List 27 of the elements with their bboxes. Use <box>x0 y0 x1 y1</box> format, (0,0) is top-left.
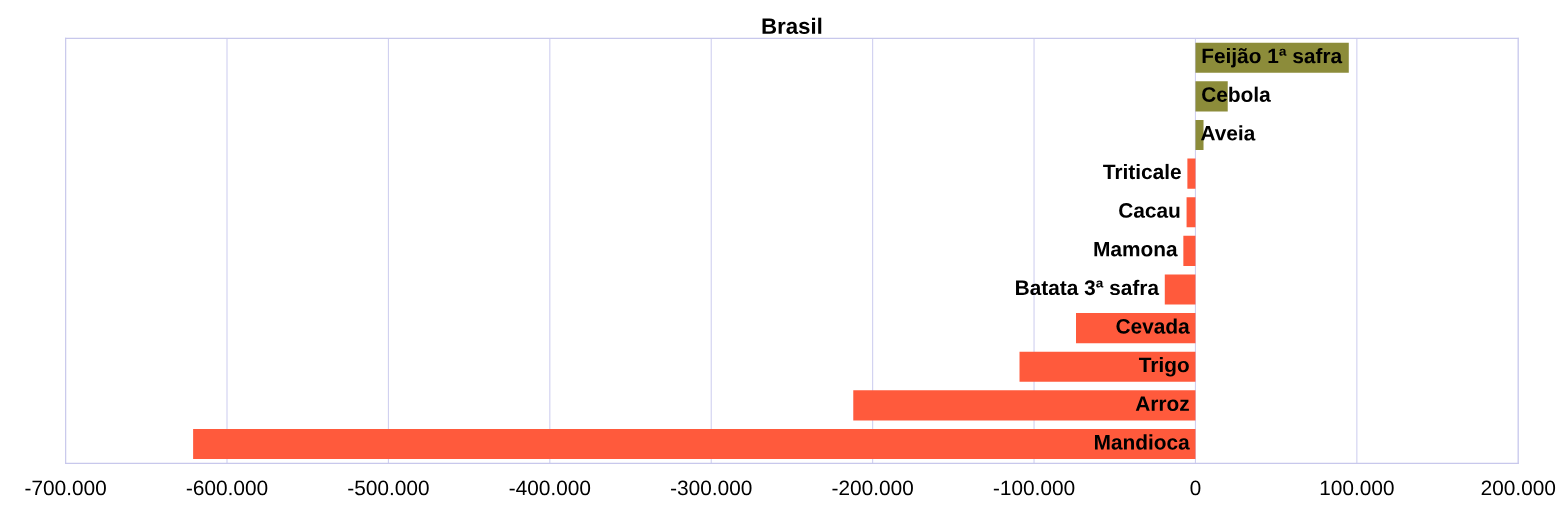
y-tick-label: Trigo <box>1138 357 1189 377</box>
y-tick-label: Mamona <box>1094 241 1178 257</box>
x-tick-label: -700.000 <box>25 480 106 496</box>
chart-title: Brasil <box>762 17 822 35</box>
y-tick-label: Mandioca <box>1094 434 1190 450</box>
x-tick-label: -100.000 <box>993 480 1075 496</box>
y-tick-label: Arroz <box>1135 396 1189 411</box>
y-tick-label: Batata 3ª safra <box>1016 279 1160 296</box>
x-tick-label: 200.000 <box>1481 480 1556 496</box>
y-tick-label: Cevada <box>1116 318 1190 334</box>
bar <box>1187 158 1196 189</box>
x-tick-label: -500.000 <box>348 480 429 496</box>
x-tick-label: -300.000 <box>671 480 752 496</box>
bar <box>1183 235 1196 266</box>
x-tick-label: 0 <box>1190 480 1201 496</box>
bar <box>853 390 1196 421</box>
bar <box>193 428 1196 460</box>
x-tick-label: -400.000 <box>509 480 591 496</box>
y-tick-label: Cacau <box>1119 203 1180 218</box>
y-tick-label: Feijão 1ª safra <box>1202 48 1343 68</box>
x-tick-label: 100.000 <box>1320 480 1394 496</box>
bar <box>1164 274 1196 305</box>
bar <box>1019 351 1196 382</box>
x-tick-label: -600.000 <box>186 480 268 496</box>
x-tick-label: -200.000 <box>832 480 913 496</box>
y-tick-label: Triticale <box>1103 163 1181 180</box>
bar <box>1186 197 1196 228</box>
